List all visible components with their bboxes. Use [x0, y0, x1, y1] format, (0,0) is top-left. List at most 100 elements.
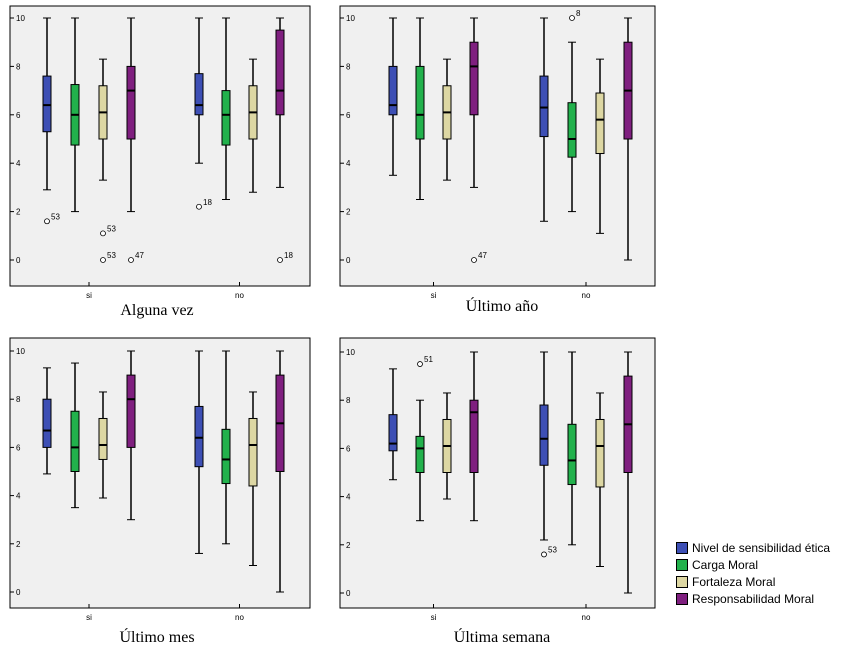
plot-area: [339, 5, 656, 287]
box: [248, 417, 258, 487]
outlier-label: 53: [107, 224, 116, 233]
outlier-label: 53: [548, 545, 557, 554]
y-tick-label: 4: [16, 492, 21, 501]
category-label: no: [582, 291, 591, 300]
box: [194, 73, 204, 116]
y-tick-label: 10: [346, 14, 355, 23]
outlier-label: 53: [51, 212, 60, 221]
outlier-label: 18: [284, 251, 293, 260]
legend-label: Nivel de sensibilidad ética: [692, 540, 831, 555]
box: [539, 404, 549, 466]
y-tick-label: 8: [16, 62, 21, 71]
outlier-label: 8: [576, 9, 581, 18]
y-tick-label: 0: [16, 256, 21, 265]
y-tick-label: 4: [16, 159, 21, 168]
outlier-label: 47: [135, 251, 144, 260]
category-label: no: [582, 613, 591, 622]
box: [595, 92, 605, 155]
outlier-point: [128, 257, 134, 263]
legend-swatch: [676, 592, 688, 605]
category-label: no: [235, 613, 244, 622]
box: [469, 399, 479, 474]
category-label: si: [431, 613, 437, 622]
legend-label: Fortaleza Moral: [692, 574, 776, 589]
panel-caption: Alguna vez: [120, 302, 193, 319]
plot-area: [9, 5, 311, 287]
category-label: si: [431, 291, 437, 300]
y-tick-label: 10: [16, 14, 25, 23]
box: [595, 418, 605, 488]
chart-panel: 0 2 4 6 8 10 si no Último mes: [9, 337, 311, 646]
y-tick-label: 8: [346, 396, 351, 405]
box: [194, 405, 204, 468]
y-tick-label: 4: [346, 493, 351, 502]
legend-item-responsabilidad: Responsabilidad Moral: [676, 590, 856, 607]
outlier-point: [277, 257, 283, 263]
box: [469, 41, 479, 116]
box: [415, 435, 425, 474]
outlier-point: [471, 257, 477, 263]
outlier-label: 53: [107, 251, 116, 260]
legend-swatch: [676, 558, 688, 571]
y-tick-label: 2: [16, 208, 21, 217]
chart-panel: 0 2 4 6 8 10 si no 53 51 Última semana: [339, 337, 656, 646]
box: [70, 410, 80, 472]
outlier-point: [541, 551, 547, 558]
outlier-point: [100, 230, 106, 237]
outlier-point: [569, 15, 575, 21]
outlier-point: [44, 218, 50, 225]
outlier-point: [196, 203, 202, 210]
panel-caption: Último mes: [119, 627, 194, 646]
outlier-label: 51: [424, 355, 433, 364]
outlier-point: [100, 257, 106, 263]
outlier-label: 18: [203, 198, 212, 207]
outlier-point: [417, 361, 423, 367]
legend-label: Carga Moral: [692, 557, 759, 572]
y-tick-label: 8: [346, 62, 351, 71]
chart-panel: 0 2 4 6 8 10 si no 53 18 53 53 47 18 Alguna vez: [9, 5, 311, 319]
panel-caption: Última semana: [454, 627, 550, 646]
box: [221, 428, 231, 485]
category-label: no: [235, 291, 244, 300]
y-tick-label: 2: [16, 540, 21, 549]
legend-item-fortaleza: Fortaleza Moral: [676, 573, 856, 590]
plot-area: [9, 337, 311, 609]
y-tick-label: 0: [346, 589, 351, 598]
box: [567, 423, 577, 486]
box: [388, 65, 398, 116]
box: [42, 398, 52, 448]
box: [275, 29, 285, 116]
y-tick-label: 0: [346, 256, 351, 265]
y-tick-label: 2: [346, 208, 351, 217]
legend-swatch: [676, 575, 688, 588]
box: [221, 90, 231, 146]
box: [42, 75, 52, 133]
y-tick-label: 2: [346, 541, 351, 550]
y-tick-label: 6: [16, 443, 21, 452]
box: [126, 65, 136, 140]
y-tick-label: 4: [346, 159, 351, 168]
y-tick-label: 0: [16, 588, 21, 597]
outlier-label: 47: [478, 251, 487, 260]
box: [539, 75, 549, 138]
box: [415, 65, 425, 140]
category-label: si: [86, 291, 92, 300]
legend-item-carga: Carga Moral: [676, 556, 856, 573]
category-label: si: [86, 613, 92, 622]
y-tick-label: 6: [16, 111, 21, 120]
y-tick-label: 10: [346, 348, 355, 357]
legend-item-sensibilidad: Nivel de sensibilidad ética: [676, 539, 856, 556]
plot-area: [339, 337, 656, 609]
panel-caption: Último año: [466, 296, 538, 315]
box: [98, 417, 108, 460]
y-tick-label: 6: [346, 444, 351, 453]
chart-panel: 0 2 4 6 8 10 si no 8 47 Último año: [339, 5, 656, 315]
legend: Nivel de sensibilidad ética Carga Moral …: [676, 539, 856, 607]
legend-label: Responsabilidad Moral: [692, 591, 815, 606]
box: [567, 102, 577, 158]
y-tick-label: 10: [16, 347, 25, 356]
legend-swatch: [676, 541, 688, 554]
box: [126, 374, 136, 448]
box: [388, 414, 398, 452]
